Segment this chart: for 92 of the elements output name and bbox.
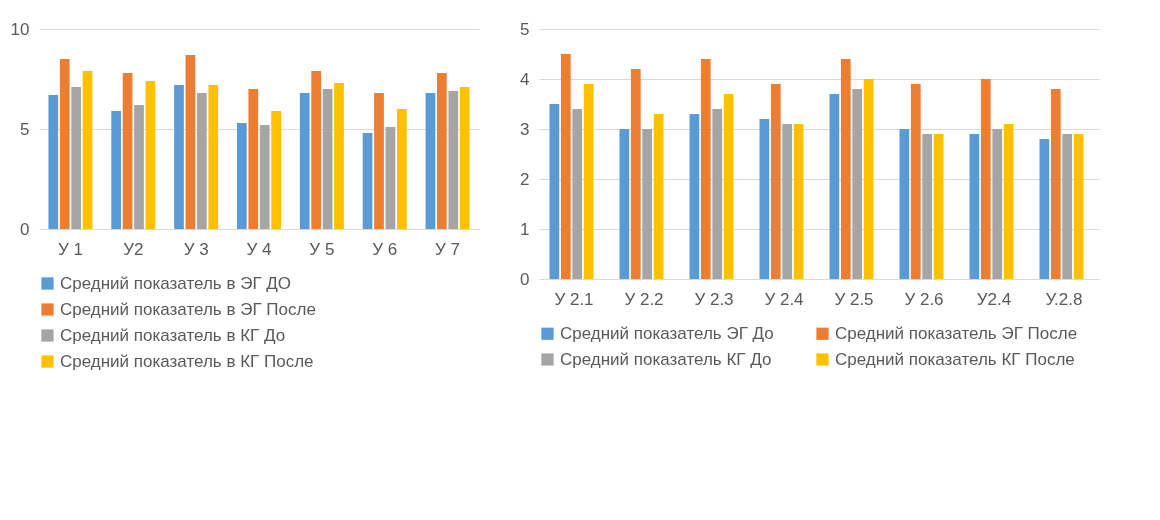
- bar: [992, 129, 1003, 279]
- x-tick-label: У 5: [309, 239, 335, 259]
- bar: [208, 85, 219, 229]
- bar: [1039, 139, 1050, 279]
- y-tick-label: 1: [520, 219, 530, 239]
- bar: [425, 93, 436, 229]
- x-tick-label: У 2.4: [764, 289, 804, 309]
- legend-label: Средний показатель в КГ До: [60, 325, 286, 345]
- bar: [134, 105, 144, 229]
- bar: [969, 134, 980, 279]
- legend-label: Средний показатель КГ До: [560, 349, 772, 369]
- y-tick-label: 0: [520, 269, 530, 289]
- bar: [619, 129, 630, 279]
- bar: [899, 129, 910, 279]
- bar: [71, 87, 81, 229]
- bar: [700, 59, 711, 279]
- bar: [174, 85, 184, 229]
- bar: [322, 89, 333, 229]
- legend-label: Средний показатель ЭГ После: [835, 323, 1078, 343]
- y-tick-label: 3: [520, 119, 530, 139]
- bar: [82, 71, 93, 229]
- bar: [980, 79, 991, 279]
- x-tick-label: У 2.2: [624, 289, 664, 309]
- bar: [759, 119, 770, 279]
- x-tick-label: У 2.1: [554, 289, 594, 309]
- bar: [1003, 124, 1014, 279]
- bar: [583, 84, 594, 279]
- bar: [852, 89, 863, 279]
- bar: [459, 87, 470, 229]
- bar: [311, 71, 321, 229]
- y-tick-label: 0: [20, 219, 30, 239]
- bar: [829, 94, 840, 279]
- bar: [933, 134, 944, 279]
- bar: [782, 124, 793, 279]
- bar: [863, 79, 874, 279]
- bar: [197, 93, 207, 229]
- bar: [48, 95, 59, 229]
- bar: [259, 125, 270, 229]
- bar: [145, 81, 156, 229]
- x-tick-label: У2: [123, 239, 144, 259]
- bar: [642, 129, 653, 279]
- bar: [271, 111, 281, 229]
- bar: [1050, 89, 1061, 279]
- bar: [185, 55, 196, 229]
- y-tick-label: 2: [520, 169, 530, 189]
- bar: [334, 83, 344, 229]
- bar: [122, 73, 133, 229]
- bar: [374, 93, 384, 229]
- bar: [59, 59, 70, 229]
- legend-label: Средний показатель в КГ После: [60, 351, 314, 371]
- x-tick-label: У 7: [435, 239, 461, 259]
- x-tick-label: У 1: [57, 239, 83, 259]
- y-tick-label: 10: [10, 19, 30, 39]
- x-tick-label: У 2.3: [694, 289, 734, 309]
- bar: [910, 84, 921, 279]
- bar: [385, 127, 396, 229]
- bar: [922, 134, 933, 279]
- legend-label: Средний показатель в ЭГ После: [60, 299, 316, 319]
- bar: [248, 89, 259, 229]
- bar: [572, 109, 583, 279]
- bar: [712, 109, 723, 279]
- bar: [1062, 134, 1073, 279]
- bar: [630, 69, 641, 279]
- bar: [770, 84, 781, 279]
- y-tick-label: 4: [520, 69, 530, 89]
- legend-label: Средний показатель в ЭГ ДО: [60, 273, 292, 293]
- bar: [397, 109, 407, 229]
- y-tick-label: 5: [520, 19, 530, 39]
- x-tick-label: У.2.8: [1045, 289, 1083, 309]
- legend-label: Средний показатель ЭГ До: [560, 323, 774, 343]
- x-tick-label: У 2.6: [904, 289, 944, 309]
- x-tick-label: У2.4: [976, 289, 1012, 309]
- bar: [111, 111, 121, 229]
- bar: [653, 114, 664, 279]
- bar: [723, 94, 734, 279]
- x-tick-label: У 3: [183, 239, 209, 259]
- bar: [437, 73, 447, 229]
- x-tick-label: У 2.5: [834, 289, 874, 309]
- bar: [549, 104, 560, 279]
- y-tick-label: 5: [20, 119, 30, 139]
- bar: [840, 59, 851, 279]
- bar: [560, 54, 571, 279]
- x-tick-label: У 6: [372, 239, 398, 259]
- bar: [237, 123, 247, 229]
- bar: [1073, 134, 1084, 279]
- x-tick-label: У 4: [246, 239, 272, 259]
- legend-label: Средний показатель КГ После: [835, 349, 1075, 369]
- bar: [793, 124, 804, 279]
- bar: [448, 91, 459, 229]
- bar: [689, 114, 700, 279]
- bar: [299, 93, 310, 229]
- bar: [362, 133, 373, 229]
